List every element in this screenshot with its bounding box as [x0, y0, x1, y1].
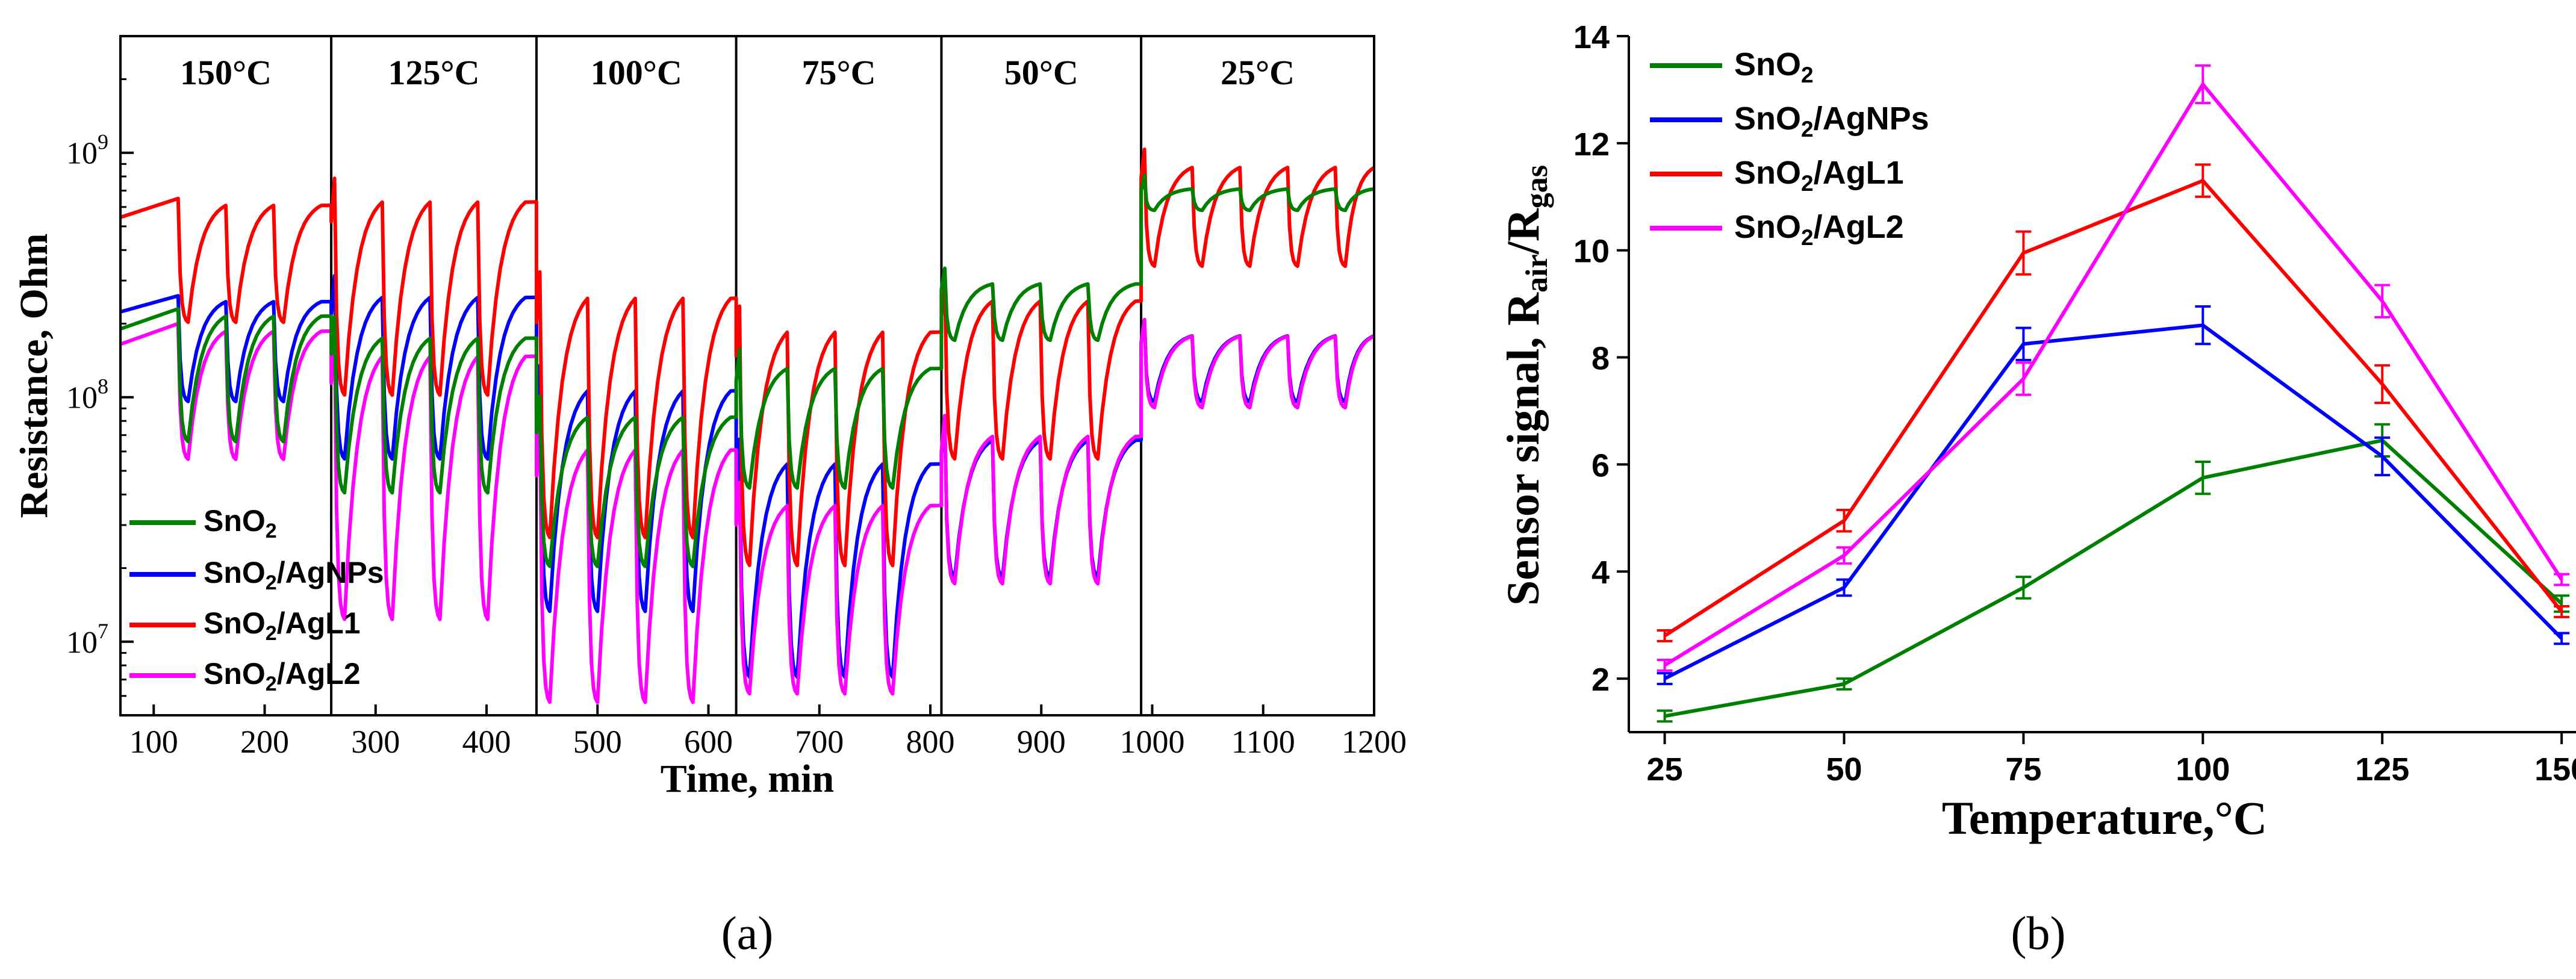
x-tick-label: 400	[462, 724, 511, 760]
y-tick-label: 14	[1573, 19, 1610, 55]
x-tick-label: 500	[573, 724, 622, 760]
x-tick-label: 1100	[1231, 724, 1295, 760]
x-tick-label: 1200	[1342, 724, 1407, 760]
x-axis-label-b: Temperature,°C	[1942, 792, 2267, 844]
section-label: 150°C	[180, 53, 272, 92]
legend-label: SnO2/AgNPs	[1734, 101, 1929, 141]
series-line-a	[120, 318, 1374, 704]
section-label: 75°C	[801, 53, 876, 92]
series-line-a	[120, 173, 1374, 568]
x-tick-label: 200	[240, 724, 289, 760]
y-tick-label: 2	[1591, 662, 1610, 698]
x-tick-label: 1000	[1120, 724, 1185, 760]
y-tick-label: 10	[1573, 234, 1610, 270]
series-line-b	[1664, 323, 2563, 680]
x-axis-label-a: Time, min	[661, 757, 834, 801]
x-tick-label: 300	[351, 724, 400, 760]
chart-b: 25 50 75 100 125 150 2 4 6 8 10 12 14 Temperature,°…	[1498, 19, 2576, 844]
y-tick-label: 8	[1591, 341, 1610, 377]
temperature-sections: 150°C 125°C 100°C 75°C 50°C 25°C	[180, 36, 1295, 715]
y-tick-label: 109	[66, 130, 108, 171]
y-tick-label: 6	[1591, 447, 1610, 483]
y-axis-label-a: Resistance, Ohm	[12, 234, 56, 518]
resistance-series	[120, 148, 1374, 704]
caption-b: (b)	[2011, 907, 2066, 959]
plot-frame-a	[119, 35, 1375, 716]
series-line-b	[1664, 82, 2563, 667]
legend-label: SnO2/AgL1	[1734, 155, 1904, 196]
section-label: 100°C	[591, 53, 682, 92]
legend-label: SnO2	[204, 504, 277, 542]
series-line-b	[1663, 179, 2563, 638]
x-axis-ticks-a: 100 200 300 400 500 600 700 800 900 1000 1100 1200	[129, 704, 1407, 760]
section-label: 125°C	[388, 53, 479, 92]
x-tick-label: 100	[2176, 751, 2230, 788]
signal-series	[1657, 64, 2570, 723]
x-tick-label: 700	[795, 724, 844, 760]
caption-a: (a)	[721, 907, 774, 959]
x-tick-label: 75	[2005, 751, 2041, 788]
legend-label: SnO2	[1734, 46, 1814, 87]
legend-label: SnO2/AgL2	[1734, 209, 1904, 250]
y-axis-label-b: Sensor signal, Rair/Rgas	[1498, 165, 1554, 606]
y-axis-ticks-a: 107 108 109	[66, 35, 134, 716]
section-label: 25°C	[1221, 53, 1295, 92]
x-tick-label: 25	[1647, 751, 1683, 788]
y-tick-label: 108	[66, 375, 108, 415]
y-axis-ticks-b: 2 4 6 8 10 12 14	[1573, 19, 1629, 698]
section-label: 50°C	[1004, 53, 1078, 92]
x-tick-label: 900	[1017, 724, 1066, 760]
x-tick-label: 100	[129, 724, 178, 760]
y-tick-label: 4	[1591, 555, 1610, 591]
x-tick-label: 150	[2534, 751, 2576, 788]
legend-label: SnO2/AgNPs	[204, 556, 384, 594]
x-tick-label: 600	[684, 724, 733, 760]
y-tick-label: 107	[66, 619, 108, 660]
chart-a: 150°C 125°C 100°C 75°C 50°C 25°C 100 200 300 400…	[12, 35, 1407, 801]
legend-a: SnO2 SnO2/AgNPs SnO2/AgL1 SnO2/AgL2	[129, 504, 384, 695]
legend-label: SnO2/AgL1	[204, 606, 361, 645]
x-tick-label: 125	[2355, 751, 2409, 788]
x-tick-label: 800	[906, 724, 955, 760]
series-line-b	[1664, 438, 2563, 718]
legend-label: SnO2/AgL2	[204, 657, 361, 695]
x-axis-ticks-b: 25 50 75 100 125 150	[1647, 732, 2576, 788]
legend-b: SnO2 SnO2/AgNPs SnO2/AgL1 SnO2/AgL2	[1650, 46, 1929, 250]
x-tick-label: 50	[1826, 751, 1862, 788]
series-line-a	[120, 148, 1374, 568]
y-tick-label: 12	[1573, 126, 1610, 163]
